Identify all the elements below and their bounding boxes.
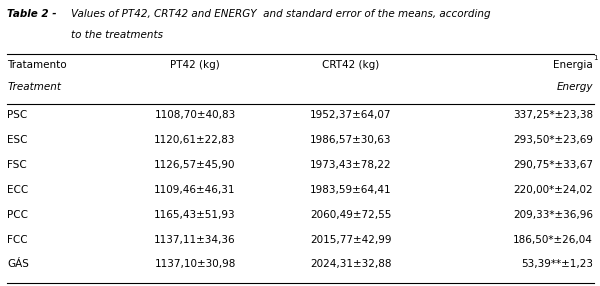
Text: 2015,77±42,99: 2015,77±42,99 [310, 235, 392, 245]
Text: PCC: PCC [7, 210, 28, 220]
Text: Energia: Energia [553, 60, 593, 70]
Text: 1952,37±64,07: 1952,37±64,07 [310, 110, 392, 120]
Text: ECC: ECC [7, 185, 28, 195]
Text: 209,33*±36,96: 209,33*±36,96 [513, 210, 593, 220]
Text: FCC: FCC [7, 235, 28, 245]
Text: Values of PT42, CRT42 and ENERGY  and standard error of the means, according: Values of PT42, CRT42 and ENERGY and sta… [71, 9, 490, 19]
Text: 1109,46±46,31: 1109,46±46,31 [154, 185, 236, 195]
Text: 293,50*±23,69: 293,50*±23,69 [513, 135, 593, 145]
Text: 1120,61±22,83: 1120,61±22,83 [154, 135, 236, 145]
Text: 1986,57±30,63: 1986,57±30,63 [310, 135, 392, 145]
Text: 1137,10±30,98: 1137,10±30,98 [154, 259, 236, 269]
Text: Treatment: Treatment [7, 82, 61, 92]
Text: 2024,31±32,88: 2024,31±32,88 [310, 259, 392, 269]
Text: 1137,11±34,36: 1137,11±34,36 [154, 235, 236, 245]
Text: PSC: PSC [7, 110, 28, 120]
Text: 186,50*±26,04: 186,50*±26,04 [513, 235, 593, 245]
Text: 220,00*±24,02: 220,00*±24,02 [513, 185, 593, 195]
Text: 1983,59±64,41: 1983,59±64,41 [310, 185, 392, 195]
Text: 1126,57±45,90: 1126,57±45,90 [154, 160, 236, 170]
Text: 53,39**±1,23: 53,39**±1,23 [521, 259, 593, 269]
Text: PT42 (kg): PT42 (kg) [170, 60, 220, 70]
Text: ESC: ESC [7, 135, 28, 145]
Text: Table 2 -: Table 2 - [7, 9, 57, 19]
Text: 290,75*±33,67: 290,75*±33,67 [513, 160, 593, 170]
Text: 1: 1 [593, 55, 598, 61]
Text: 1108,70±40,83: 1108,70±40,83 [154, 110, 236, 120]
Text: Energy: Energy [556, 82, 593, 92]
Text: 2060,49±72,55: 2060,49±72,55 [310, 210, 392, 220]
Text: FSC: FSC [7, 160, 27, 170]
Text: CRT42 (kg): CRT42 (kg) [322, 60, 380, 70]
Text: 1165,43±51,93: 1165,43±51,93 [154, 210, 236, 220]
Text: 1973,43±78,22: 1973,43±78,22 [310, 160, 392, 170]
Text: 337,25*±23,38: 337,25*±23,38 [512, 110, 593, 120]
Text: GÁS: GÁS [7, 259, 29, 269]
Text: Tratamento: Tratamento [7, 60, 67, 70]
Text: to the treatments: to the treatments [71, 30, 163, 40]
